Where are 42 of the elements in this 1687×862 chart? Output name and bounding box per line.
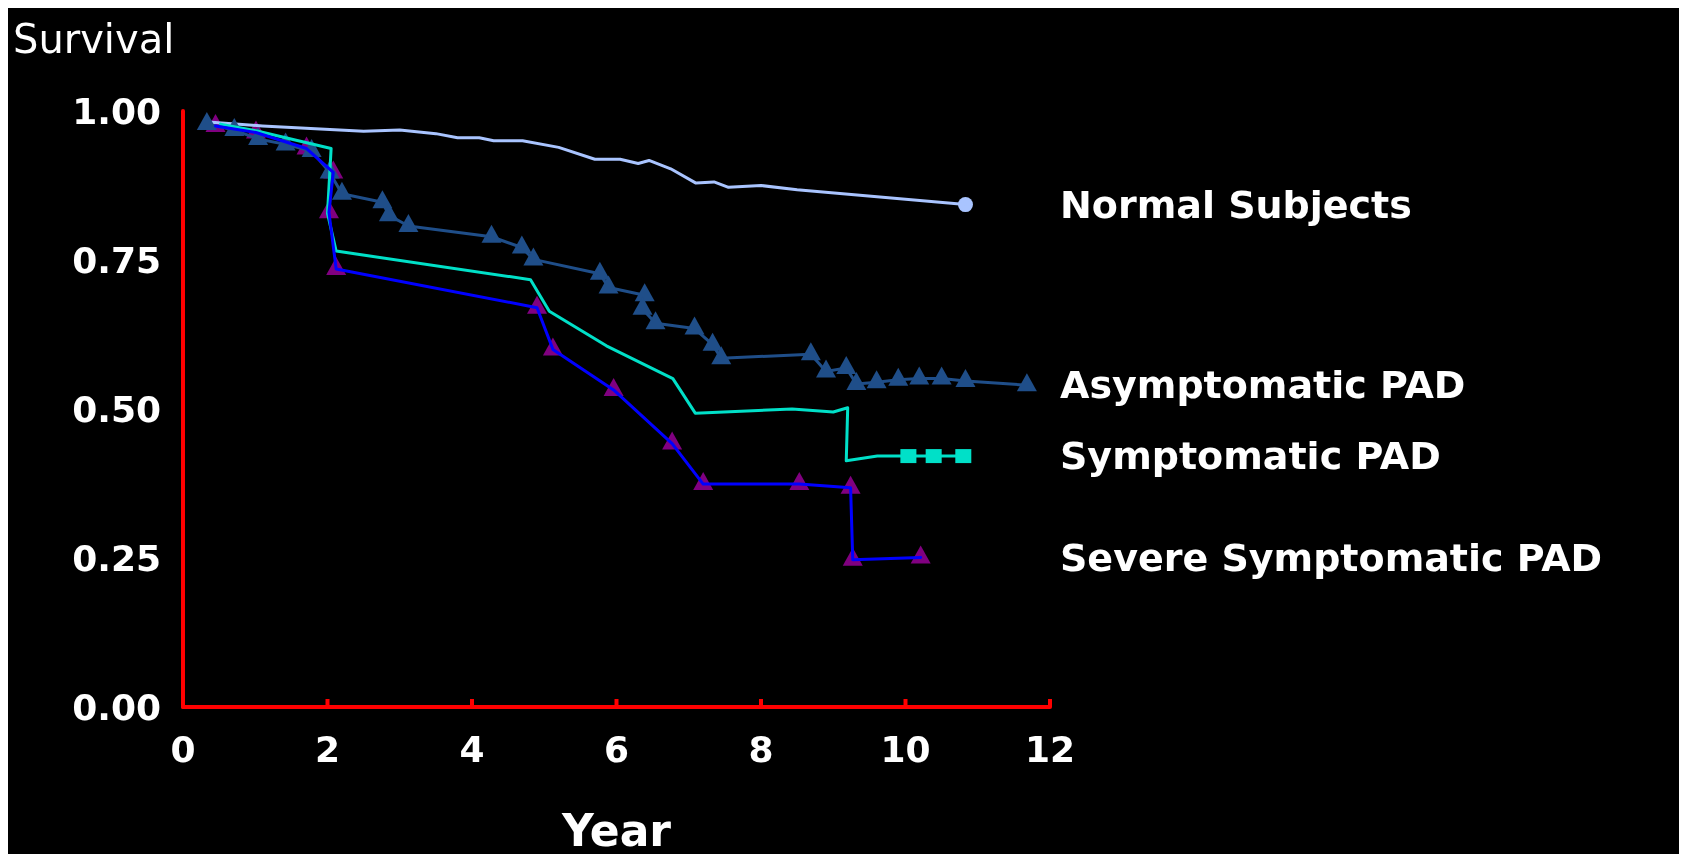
point — [372, 190, 393, 209]
y-axis-title: Survival — [13, 16, 175, 62]
point — [816, 359, 837, 378]
x-tick-label: 0 — [170, 729, 196, 770]
y-tick-label: 1.00 — [72, 90, 161, 132]
point — [888, 367, 909, 386]
y-tick-label: 0.50 — [72, 388, 161, 430]
point — [711, 346, 732, 365]
y-tick-label: 0.75 — [72, 239, 161, 281]
text: Severe Symptomatic PAD — [1060, 535, 1603, 580]
x-tick-label: 8 — [748, 729, 774, 770]
x-axis-title: Year — [560, 805, 672, 856]
point — [523, 247, 544, 266]
x-tick-label: 10 — [880, 729, 931, 770]
x-tick-label: 12 — [1024, 729, 1076, 770]
y-tick-label: 0.25 — [72, 537, 161, 579]
series-label: Asymptomatic PAD — [1060, 363, 1466, 408]
point — [331, 181, 352, 200]
point — [645, 311, 666, 330]
point — [836, 355, 857, 374]
point — [866, 370, 887, 389]
point — [481, 224, 502, 243]
point — [955, 368, 976, 387]
text: Normal Subjects — [1060, 182, 1412, 227]
point — [398, 214, 419, 233]
point — [589, 261, 610, 280]
point — [511, 235, 532, 254]
point — [909, 366, 930, 385]
point — [196, 112, 217, 131]
point — [1016, 373, 1037, 392]
text: Symptomatic PAD — [1060, 434, 1441, 479]
y-tick-label: 0.00 — [72, 686, 161, 728]
point — [634, 283, 655, 302]
x-tick-label: 4 — [459, 729, 485, 770]
point — [931, 366, 952, 385]
x-tick-label: 6 — [603, 729, 630, 770]
point — [684, 316, 705, 335]
point — [598, 275, 619, 294]
point — [800, 342, 821, 361]
point — [846, 371, 867, 390]
point — [702, 332, 723, 351]
x-tick-label: 2 — [314, 729, 341, 770]
